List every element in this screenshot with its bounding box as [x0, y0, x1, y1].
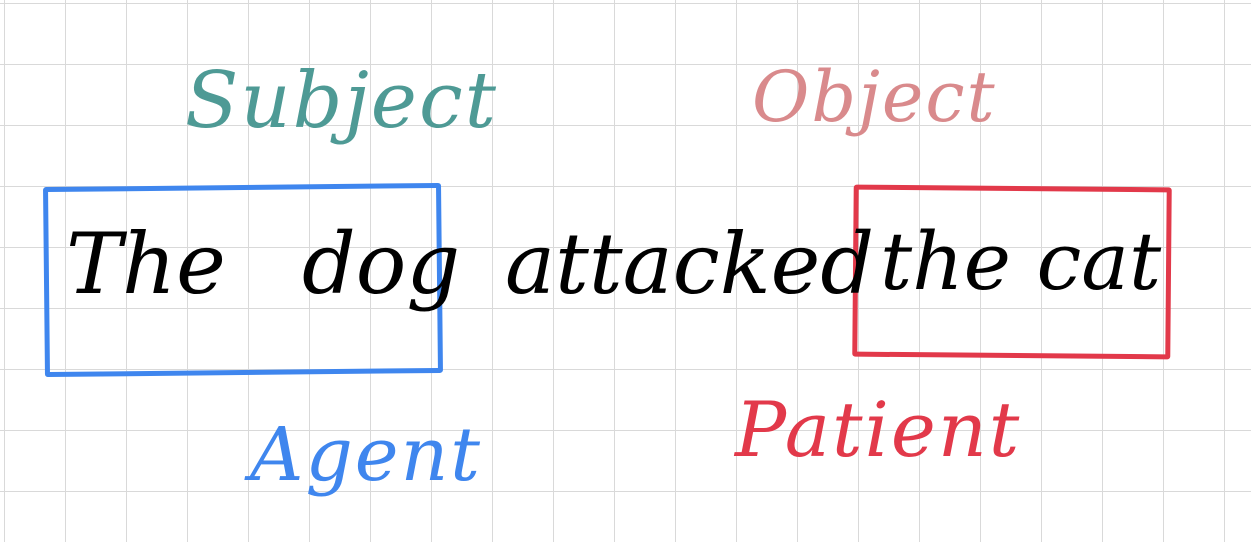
- subject-label: Subject: [185, 56, 498, 146]
- word-attacked: attacked: [505, 215, 875, 313]
- word-dog: dog: [302, 215, 461, 313]
- patient-label: Patient: [735, 385, 1022, 474]
- phrase-the-cat: the cat: [880, 215, 1162, 308]
- agent-label: Agent: [250, 412, 482, 498]
- word-the: The: [66, 215, 226, 313]
- object-label: Object: [752, 56, 997, 138]
